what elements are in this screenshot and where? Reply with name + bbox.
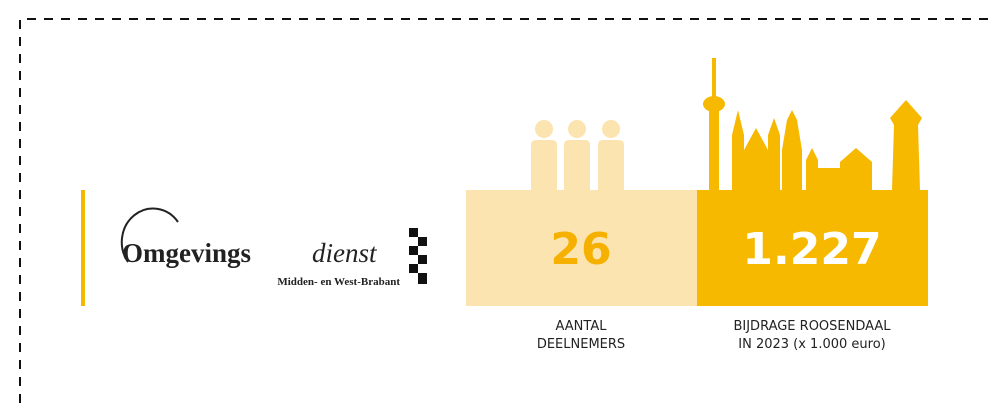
stat-value: 1.227: [742, 224, 881, 275]
page: Omgevings dienst Midden- en West-Brabant…: [0, 0, 989, 403]
skyline-icon: [703, 58, 922, 190]
stat-label: AANTAL: [556, 319, 608, 334]
stat-label: DEELNEMERS: [537, 337, 625, 352]
accent-bar: [81, 190, 85, 306]
stat-label: IN 2023 (x 1.000 euro): [738, 337, 885, 352]
logo-name-bold: Omgevings: [122, 238, 251, 268]
logo: Omgevings dienst Midden- en West-Brabant: [122, 209, 427, 288]
logo-checker: [409, 228, 427, 284]
logo-name-italic: dienst: [312, 238, 378, 268]
people-icon: [531, 120, 624, 190]
stat-value: 26: [550, 224, 611, 275]
infographic: Omgevings dienst Midden- en West-Brabant…: [0, 0, 989, 403]
logo-region: Midden- en West-Brabant: [277, 276, 400, 288]
stat-label: BIJDRAGE ROOSENDAAL: [733, 319, 891, 334]
